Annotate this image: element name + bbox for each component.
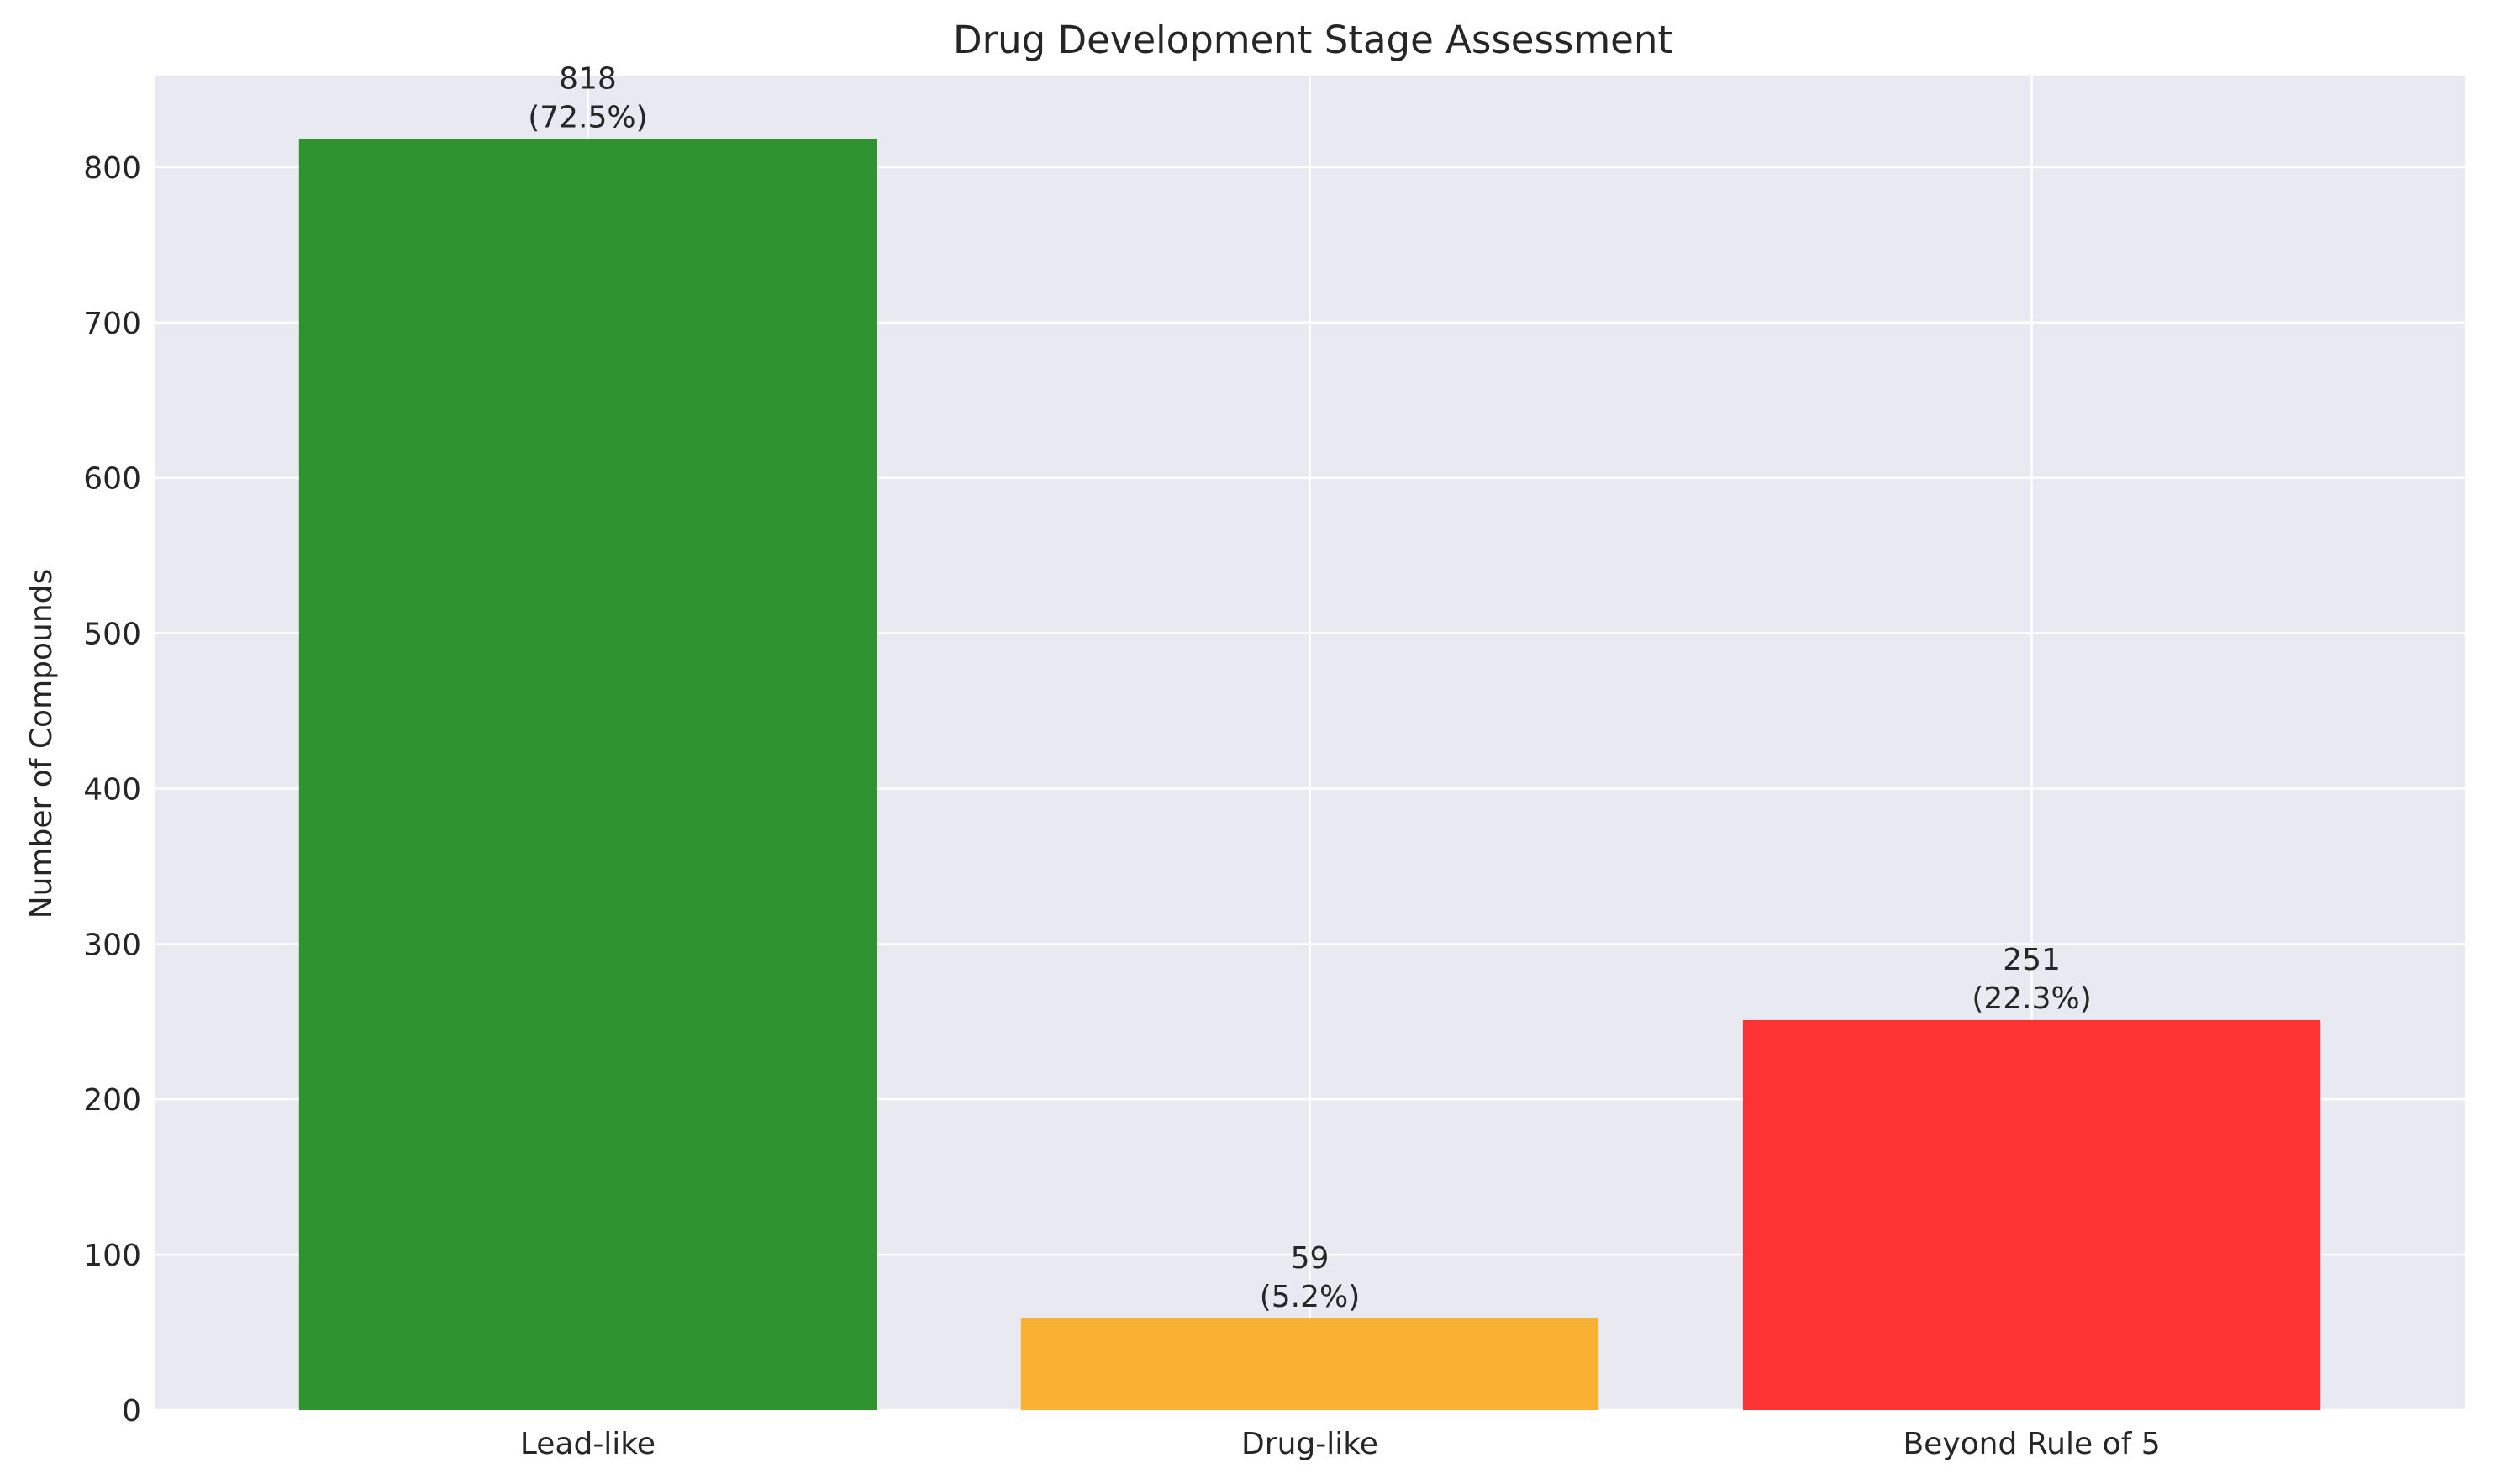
y-tick-label: 300 (83, 928, 141, 962)
y-axis-ticks: 0 100 200 300 400 500 600 700 800 (83, 151, 141, 1429)
x-tick-label: Beyond Rule of 5 (1903, 1427, 2160, 1461)
x-tick-label: Lead-like (520, 1427, 656, 1461)
chart-title: Drug Development Stage Assessment (953, 18, 1672, 62)
data-labels: 818 (72.5%) 59 (5.2%) 251 (22.3%) (528, 62, 2092, 1314)
bar-beyond-rule-of-5 (1742, 1019, 2321, 1410)
y-tick-label: 500 (83, 618, 141, 652)
bar-lead-like (298, 139, 877, 1411)
y-tick-label: 400 (83, 772, 141, 807)
y-tick-label: 600 (83, 462, 141, 497)
bar-percent-label: (22.3%) (1972, 981, 2091, 1016)
y-tick-label: 700 (83, 307, 141, 341)
x-axis-ticks: Lead-like Drug-like Beyond Rule of 5 (520, 1427, 2161, 1461)
y-tick-label: 100 (83, 1239, 141, 1273)
y-axis-label: Number of Compounds (24, 569, 59, 919)
bar-drug-like (1020, 1318, 1599, 1410)
bar-value-label: 818 (559, 62, 617, 97)
bar-value-label: 59 (1291, 1241, 1330, 1276)
bar-percent-label: (72.5%) (528, 101, 647, 135)
bar-value-label: 251 (2003, 943, 2061, 977)
y-tick-label: 800 (83, 151, 141, 186)
y-tick-label: 0 (122, 1394, 141, 1429)
bars (298, 139, 2321, 1411)
y-tick-label: 200 (83, 1083, 141, 1118)
bar-percent-label: (5.2%) (1260, 1280, 1361, 1314)
x-tick-label: Drug-like (1241, 1427, 1378, 1461)
